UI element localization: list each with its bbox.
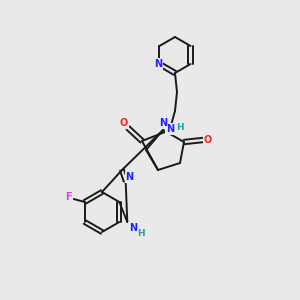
Text: N: N bbox=[159, 118, 167, 128]
Text: N: N bbox=[129, 223, 137, 233]
Text: N: N bbox=[154, 59, 163, 69]
Text: O: O bbox=[120, 118, 128, 128]
Text: H: H bbox=[137, 230, 145, 238]
Text: H: H bbox=[176, 124, 184, 133]
Text: N: N bbox=[126, 172, 134, 182]
Text: N: N bbox=[166, 124, 174, 134]
Text: F: F bbox=[65, 192, 72, 202]
Text: O: O bbox=[204, 135, 212, 145]
